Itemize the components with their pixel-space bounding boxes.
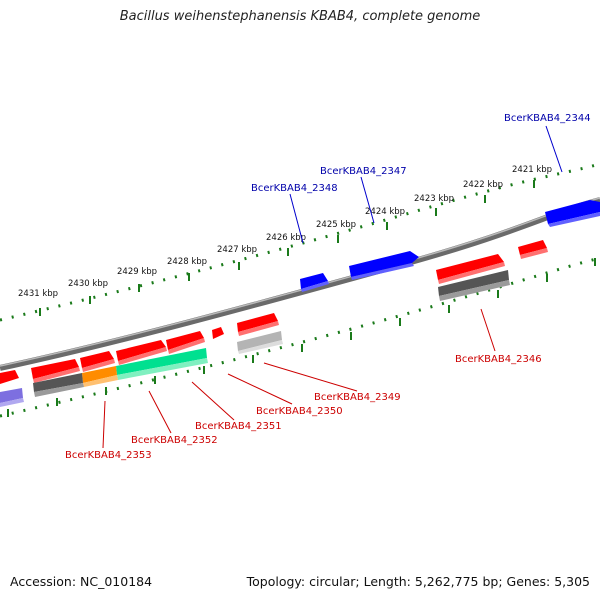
tick-label: 2425 kbp bbox=[316, 220, 356, 230]
label-2349[interactable]: BcerKBAB4_2349 bbox=[314, 392, 401, 403]
inner-tick-track bbox=[0, 256, 600, 418]
gene-2346-top[interactable] bbox=[436, 254, 504, 280]
tick-label: 2422 kbp bbox=[463, 180, 503, 190]
gene-2349-top[interactable] bbox=[237, 313, 278, 332]
feature-2346[interactable] bbox=[438, 270, 509, 296]
label-2350[interactable]: BcerKBAB4_2350 bbox=[256, 406, 343, 417]
gene-2352-top[interactable] bbox=[80, 351, 114, 368]
tick-label: 2430 kbp bbox=[68, 279, 108, 289]
feature-2351[interactable] bbox=[116, 348, 207, 375]
forward-genes bbox=[0, 240, 548, 384]
label-2347[interactable]: BcerKBAB4_2347 bbox=[320, 166, 407, 177]
feature-bars bbox=[0, 270, 510, 407]
tick-label: 2431 kbp bbox=[18, 289, 58, 299]
tick-label: 2423 kbp bbox=[414, 194, 454, 204]
tick-label: 2421 kbp bbox=[512, 165, 552, 175]
gene-2351-top[interactable] bbox=[116, 340, 166, 361]
gene-red-1[interactable] bbox=[518, 240, 547, 255]
gene-2344-shade bbox=[548, 212, 600, 227]
reverse-genes bbox=[300, 200, 600, 292]
tick-label: 2428 kbp bbox=[167, 257, 207, 267]
gene-left[interactable] bbox=[0, 370, 19, 384]
outer-major-ticks bbox=[39, 180, 535, 316]
label-2351[interactable]: BcerKBAB4_2351 bbox=[195, 421, 282, 432]
accession-text: Accession: NC_010184 bbox=[10, 574, 153, 589]
label-2344[interactable]: BcerKBAB4_2344 bbox=[504, 113, 591, 124]
gene-2347-shade bbox=[351, 263, 414, 280]
topology-text: Topology: circular; Length: 5,262,775 bp… bbox=[246, 574, 590, 589]
gene-2347[interactable] bbox=[349, 251, 419, 277]
label-2352[interactable]: BcerKBAB4_2352 bbox=[131, 435, 218, 446]
gene-small[interactable] bbox=[212, 327, 224, 339]
gene-labels: BcerKBAB4_2344 BcerKBAB4_2347 BcerKBAB4_… bbox=[65, 113, 591, 461]
feature-2353[interactable] bbox=[33, 373, 83, 392]
tick-label: 2427 kbp bbox=[217, 245, 257, 255]
feature-2352[interactable] bbox=[82, 366, 117, 383]
gene-2348[interactable] bbox=[300, 273, 328, 289]
tick-label: 2424 kbp bbox=[365, 207, 405, 217]
gene-2348-shade bbox=[301, 281, 329, 292]
inner-major-ticks bbox=[7, 258, 596, 417]
gene-2353-top[interactable] bbox=[31, 359, 79, 379]
label-2346[interactable]: BcerKBAB4_2346 bbox=[455, 354, 542, 365]
gene-2350-top[interactable] bbox=[166, 331, 204, 350]
leader-lines bbox=[102, 125, 563, 449]
feature-2349[interactable] bbox=[237, 331, 282, 351]
tick-label: 2429 kbp bbox=[117, 267, 157, 277]
label-2348[interactable]: BcerKBAB4_2348 bbox=[251, 183, 338, 194]
label-2353[interactable]: BcerKBAB4_2353 bbox=[65, 450, 152, 461]
outer-tick-track bbox=[0, 162, 600, 322]
map-title: Bacillus weihenstephanensis KBAB4, compl… bbox=[119, 9, 481, 24]
tick-labels: 2431 kbp 2430 kbp 2429 kbp 2428 kbp 2427 kbp… bbox=[18, 165, 552, 299]
gene-2344[interactable] bbox=[545, 200, 600, 224]
tick-label: 2426 kbp bbox=[266, 233, 306, 243]
